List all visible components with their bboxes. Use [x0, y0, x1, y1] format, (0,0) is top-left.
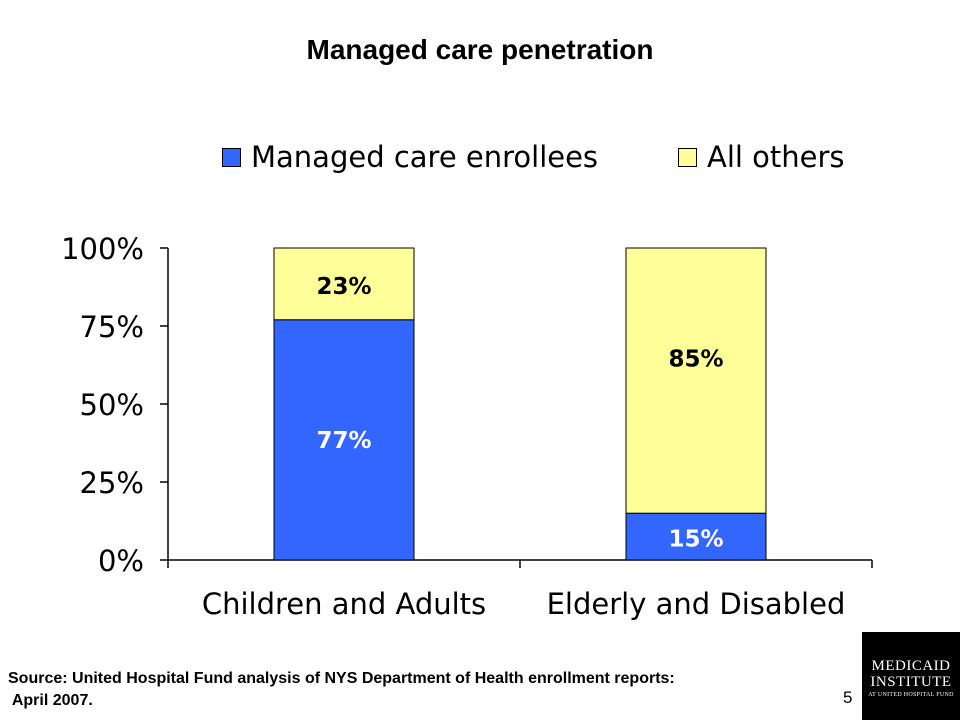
bar-data-label: 77% [316, 428, 371, 454]
legend-swatch-managed-care [222, 147, 241, 167]
legend-swatch-all-others [678, 147, 697, 167]
y-tick-label: 0% [98, 544, 144, 578]
chart-legend: Managed care enrollees All others [0, 140, 960, 174]
legend-label-managed-care: Managed care enrollees [251, 140, 599, 174]
logo-line-1: MEDICAID [871, 658, 951, 674]
bar-data-label: 15% [668, 527, 723, 553]
y-tick-label: 25% [80, 466, 144, 500]
logo-line-3: AT UNITED HOSPITAL FUND [868, 692, 954, 698]
bar-segment [625, 512, 767, 561]
legend-item-managed-care: Managed care enrollees [222, 140, 598, 174]
legend-label-all-others: All others [707, 140, 845, 174]
bar-segment [625, 247, 767, 514]
source-note: Source: United Hospital Fund analysis of… [8, 670, 675, 709]
y-tick-label: 75% [80, 310, 144, 344]
y-tick-label: 50% [80, 388, 144, 422]
chart-title: Managed care penetration [306, 34, 654, 65]
bar-data-label: 23% [316, 274, 371, 300]
logo-line-2: INSTITUTE [870, 674, 952, 690]
bar-segment [273, 247, 415, 321]
medicaid-institute-logo: MEDICAID INSTITUTE AT UNITED HOSPITAL FU… [862, 632, 960, 720]
page-number: 5 [843, 688, 853, 707]
x-category-label: Children and Adults [202, 587, 486, 621]
y-tick-label: 100% [61, 232, 144, 266]
legend-item-all-others: All others [678, 140, 845, 174]
bar-data-label: 85% [668, 347, 723, 373]
x-category-label: Elderly and Disabled [547, 587, 846, 621]
